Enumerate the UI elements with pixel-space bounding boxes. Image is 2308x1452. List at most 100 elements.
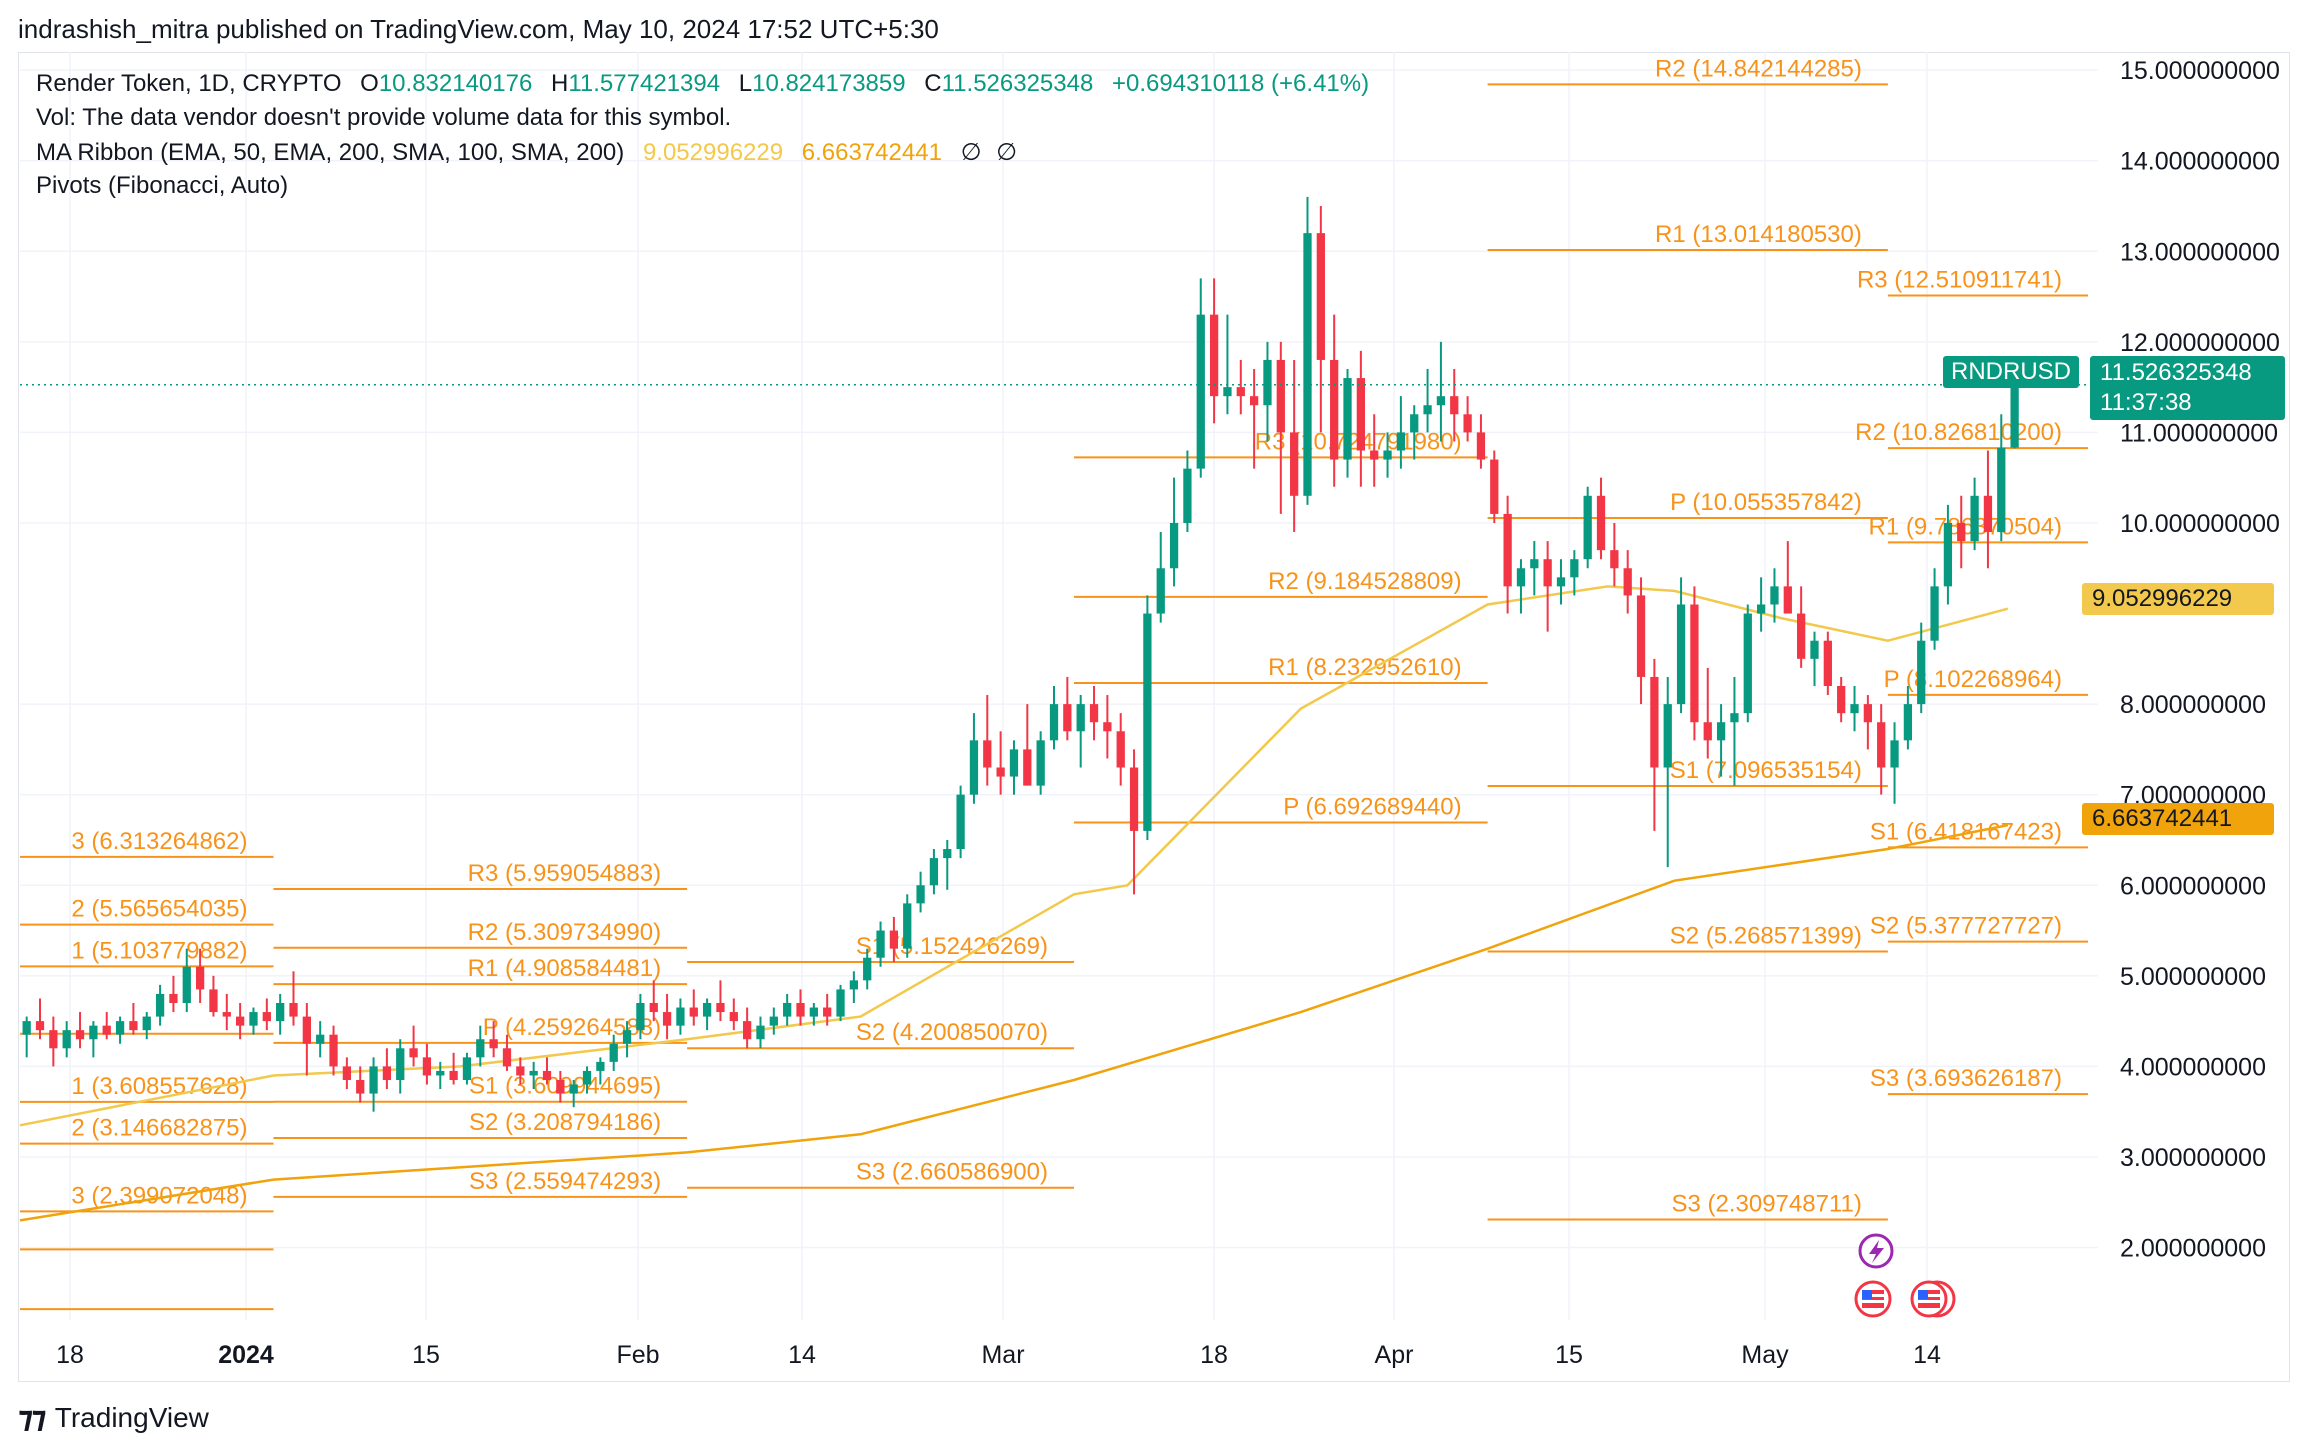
pivot-level-label: R3 (12.510911741) xyxy=(1857,267,2062,294)
candle-body xyxy=(943,849,952,859)
candle-body xyxy=(1703,722,1712,741)
pivot-level-label: 2 (5.565654035) xyxy=(71,896,247,923)
legend-high-label: H xyxy=(551,70,569,97)
candle-body xyxy=(1503,513,1512,587)
price-tick-label: 3.000000000 xyxy=(2120,1144,2266,1172)
symbol-tag-label: RNDRUSD xyxy=(1951,358,2071,385)
candle-body xyxy=(155,993,165,1017)
candle-body xyxy=(769,1016,778,1026)
candle-body xyxy=(209,989,218,1013)
pivot-level-label: S2 (5.377727727) xyxy=(1870,913,2062,940)
candle-body xyxy=(89,1025,98,1040)
candle-body xyxy=(756,1025,765,1040)
legend-ma-ribbon: MA Ribbon (EMA, 50, EMA, 200, SMA, 100, … xyxy=(36,138,1021,167)
axis-layer: 15.000000000 14.000000000 13.000000000 12.0… xyxy=(56,57,2280,1369)
candle-body xyxy=(502,1048,512,1067)
candle-body xyxy=(1930,586,1939,641)
time-tick-label: 18 xyxy=(56,1341,84,1369)
lightning-glyph xyxy=(1869,1240,1884,1263)
legend-open-label: O xyxy=(360,70,379,97)
event-badges xyxy=(1854,1233,1956,1318)
candle-body xyxy=(236,1016,245,1026)
candle-body xyxy=(1383,450,1392,460)
candle-body xyxy=(1076,704,1085,732)
pivot-level-label: R2 (5.309734990) xyxy=(468,919,661,946)
candle-body xyxy=(1997,447,2006,533)
candle-body xyxy=(382,1066,392,1080)
candle-body xyxy=(1797,613,1806,659)
price-tick-label: 4.000000000 xyxy=(2120,1053,2266,1081)
candle-body xyxy=(1009,749,1019,777)
tradingview-brand[interactable]: ⁊⁊ TradingView xyxy=(18,1400,209,1435)
candle-body xyxy=(1743,613,1752,714)
pivot-level-label: R1 (8.232952610) xyxy=(1268,654,1461,681)
candle-body xyxy=(1636,595,1646,677)
candle-body xyxy=(1410,414,1419,433)
candle-body xyxy=(729,1012,738,1022)
candle-body xyxy=(356,1079,365,1094)
candle-body xyxy=(1263,359,1272,406)
us-flag-icon xyxy=(1910,1280,1956,1318)
candle-body xyxy=(1023,749,1032,786)
candle-body xyxy=(1690,604,1699,723)
legend-change: +0.694310118 (+6.41%) xyxy=(1112,70,1370,97)
candle-body xyxy=(1756,604,1766,614)
candle-body xyxy=(1450,396,1459,415)
candle-body xyxy=(1436,396,1446,406)
pivot-layer: 3 (6.313264862) 2 (5.565654035) 1 (5.10377… xyxy=(20,55,2088,1311)
candle-body xyxy=(1156,568,1165,614)
chart-frame xyxy=(18,52,2290,1382)
legend-low: 10.824173859 xyxy=(752,70,906,97)
candle-body xyxy=(809,1007,818,1017)
candle-body xyxy=(396,1048,405,1080)
candle-body xyxy=(302,1016,311,1044)
candle-body xyxy=(1983,495,1993,533)
candle-body xyxy=(1236,387,1245,397)
legend-ma-null-2: ∅ xyxy=(996,139,1018,166)
candle-body xyxy=(1290,432,1299,496)
candle-body xyxy=(169,993,178,1003)
candle-body xyxy=(783,1003,792,1017)
candle-body xyxy=(1610,550,1619,569)
candle-body xyxy=(983,740,992,768)
candle-body xyxy=(476,1039,485,1058)
ema50-line xyxy=(19,585,2009,1127)
candle-layer xyxy=(20,196,2088,1112)
candle-body xyxy=(716,1003,725,1013)
candle-body xyxy=(129,1021,138,1031)
candle-body xyxy=(289,1003,298,1017)
tradingview-logo-icon: ⁊⁊ xyxy=(18,1401,47,1434)
time-tick-label: 14 xyxy=(1913,1341,1941,1369)
brand-name: TradingView xyxy=(54,1401,209,1433)
candle-body xyxy=(1316,233,1325,360)
candle-body xyxy=(1343,378,1352,460)
legend-pivots: Pivots (Fibonacci, Auto) xyxy=(36,172,289,199)
candle-body xyxy=(1716,722,1726,741)
candle-body xyxy=(276,1003,285,1022)
candle-body xyxy=(529,1070,538,1076)
legend-low-label: L xyxy=(738,70,753,97)
bar-countdown: 11:37:38 xyxy=(2100,389,2192,416)
price-tick-label: 8.000000000 xyxy=(2120,691,2266,719)
candle-body xyxy=(462,1057,472,1080)
candle-body xyxy=(62,1030,71,1049)
candle-body xyxy=(1049,704,1059,741)
price-tick-label: 6.000000000 xyxy=(2120,872,2266,900)
candle-body xyxy=(996,767,1005,777)
candle-body xyxy=(1036,740,1045,786)
candle-body xyxy=(1596,495,1606,551)
time-tick-label: 15 xyxy=(412,1341,440,1369)
candle-body xyxy=(1209,314,1219,397)
candle-body xyxy=(622,1030,632,1044)
candle-body xyxy=(1583,495,1592,560)
pivot-level-label: P (10.055357842) xyxy=(1670,489,1862,516)
candle-body xyxy=(1863,704,1872,723)
candle-body xyxy=(1249,396,1259,406)
pivot-level-label: S3 (2.309748711) xyxy=(1671,1190,1861,1217)
candle-body xyxy=(182,966,191,1003)
candle-body xyxy=(75,1030,85,1040)
legend-symbol: Render Token, 1D, CRYPTO xyxy=(36,70,342,97)
candle-body xyxy=(35,1021,45,1031)
candle-body xyxy=(582,1070,592,1085)
